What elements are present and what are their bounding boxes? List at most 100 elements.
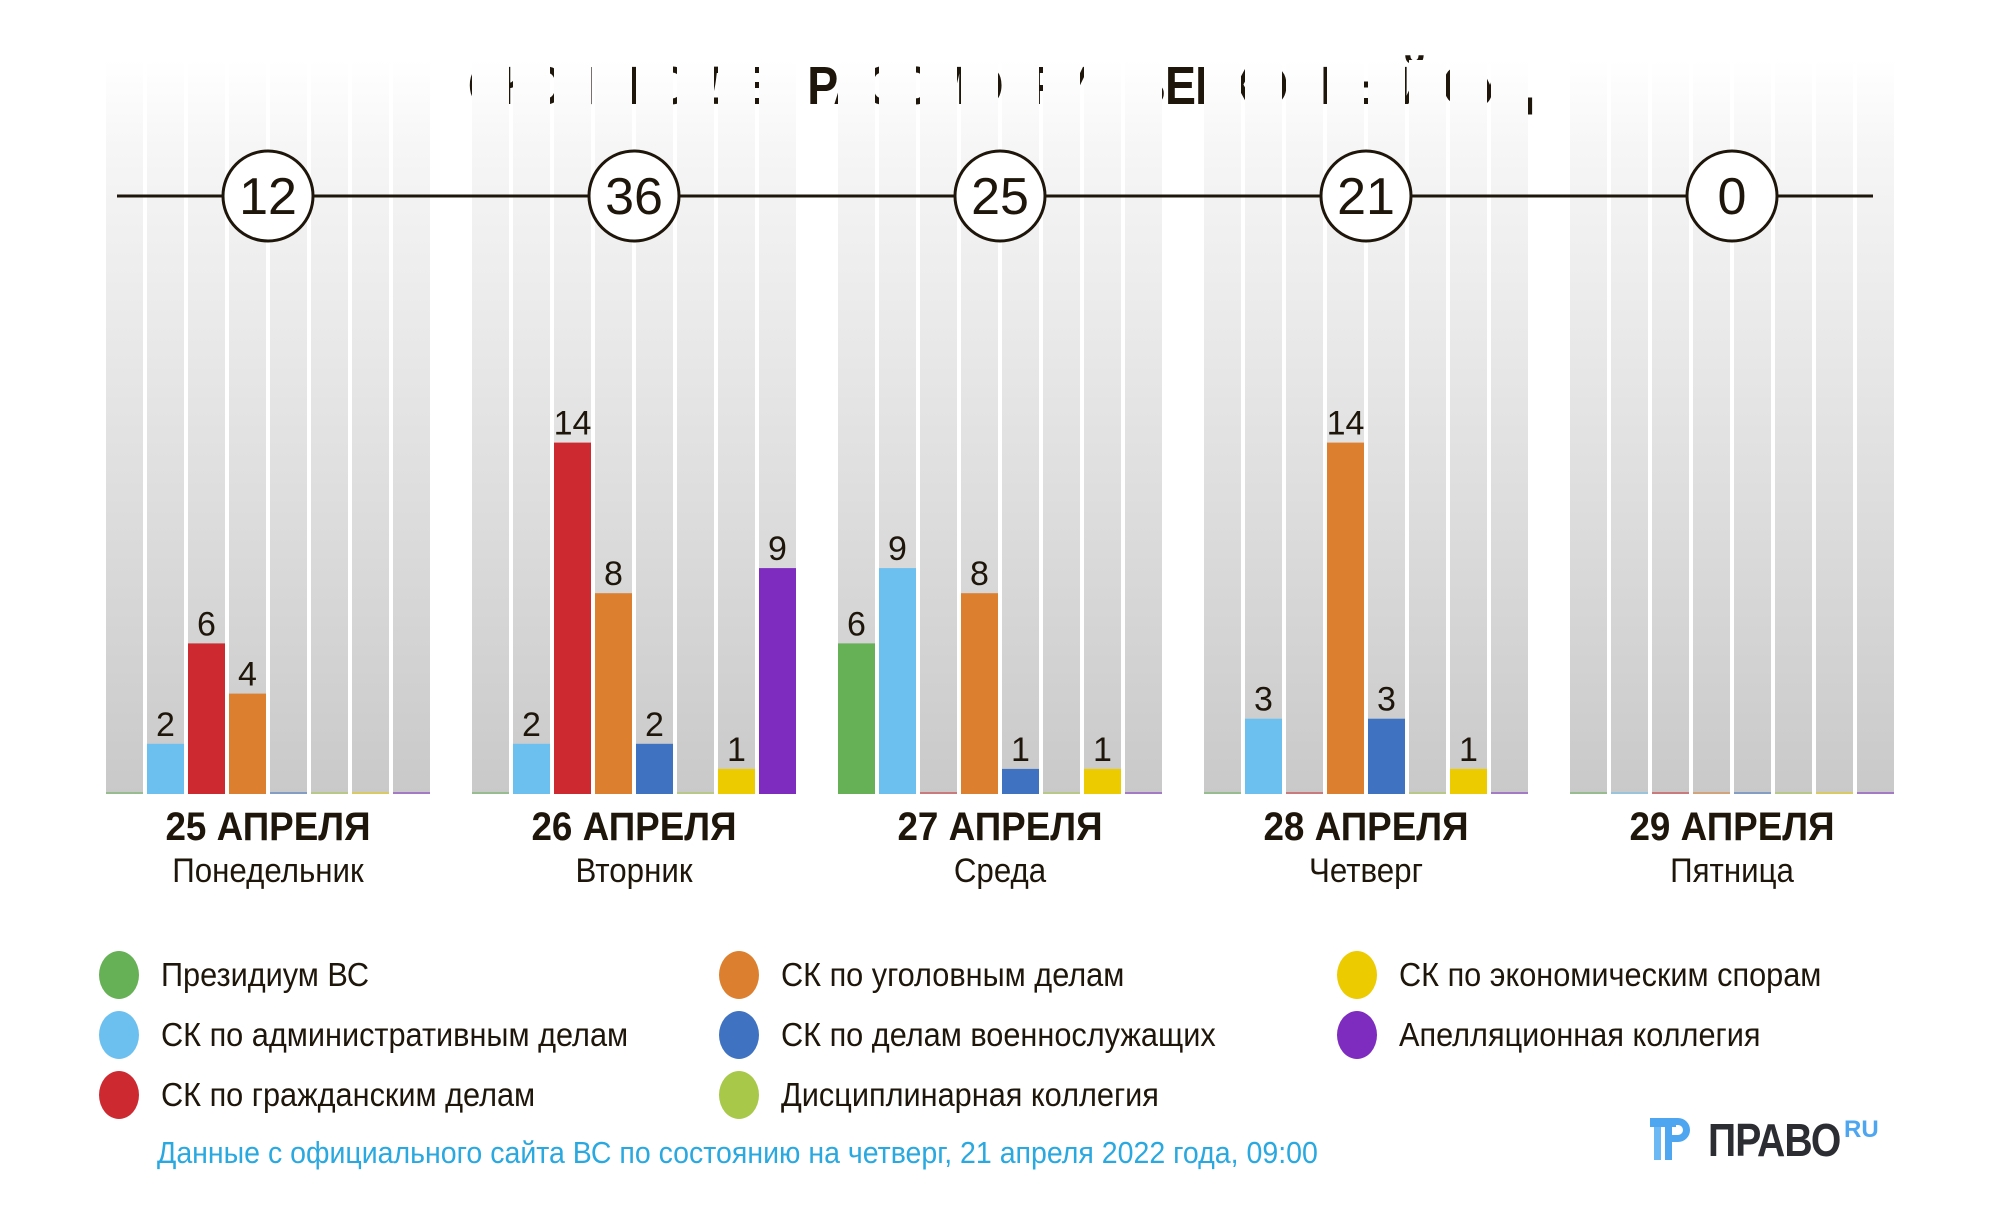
column-background <box>718 60 755 794</box>
pravo-logo-icon <box>1650 1118 1690 1160</box>
column-background <box>1204 60 1241 794</box>
column-background <box>393 60 430 794</box>
column-background <box>1450 60 1487 794</box>
legend-label: Дисциплинарная коллегия <box>781 1076 1159 1113</box>
bar-value-label: 14 <box>554 405 592 443</box>
legend-label: СК по делам военнослужащих <box>781 1016 1216 1053</box>
legend-label: СК по гражданским делам <box>161 1076 536 1113</box>
bar-value-label: 9 <box>768 530 787 568</box>
column-baseline <box>1043 792 1080 794</box>
bar <box>1245 718 1282 794</box>
column-background <box>352 60 389 794</box>
column-background <box>513 60 550 794</box>
column-background <box>1570 60 1607 794</box>
source-note: Данные с официального сайта ВС по состоя… <box>157 1135 1318 1170</box>
day-total-label: 12 <box>239 168 297 226</box>
bar <box>718 768 755 794</box>
column-baseline <box>1652 792 1689 794</box>
bar <box>1450 768 1487 794</box>
column-baseline <box>1693 792 1730 794</box>
bar-value-label: 4 <box>238 656 257 694</box>
legend-label: Апелляционная коллегия <box>1399 1016 1761 1053</box>
weekday-label: Вторник <box>575 852 693 890</box>
column-baseline <box>1775 792 1812 794</box>
date-label: 26 АПРЕЛЯ <box>531 805 737 849</box>
logo-suffix: RU <box>1844 1116 1879 1143</box>
column-background <box>1084 60 1121 794</box>
bar <box>1327 442 1364 794</box>
column-baseline <box>106 792 143 794</box>
bar <box>759 568 796 794</box>
day-total-label: 36 <box>605 168 663 226</box>
legend-label: СК по административным делам <box>161 1016 629 1053</box>
column-baseline <box>1125 792 1162 794</box>
legend-color-dot-icon <box>1337 951 1377 999</box>
column-baseline <box>1286 792 1323 794</box>
legend-label: СК по экономическим спорам <box>1399 956 1822 993</box>
day-label: 29 АПРЕЛЯ Пятница <box>1549 805 1915 893</box>
weekday-label: Пятница <box>1670 852 1794 890</box>
column-baseline <box>920 792 957 794</box>
column-background <box>677 60 714 794</box>
legend-item: СК по делам военнослужащих <box>719 1011 1248 1059</box>
bar-value-label: 1 <box>1459 731 1478 769</box>
bar <box>513 743 550 794</box>
column-background <box>147 60 184 794</box>
column-background <box>1125 60 1162 794</box>
date-label: 29 АПРЕЛЯ <box>1629 805 1835 849</box>
bar-value-label: 1 <box>727 731 746 769</box>
legend-item: Апелляционная коллегия <box>1337 1011 1788 1059</box>
legend-item: СК по экономическим спорам <box>1337 951 1853 999</box>
day-total-circle <box>1685 149 1779 243</box>
bar-value-label: 2 <box>156 706 175 744</box>
legend-label: СК по уголовным делам <box>781 956 1125 993</box>
legend-color-dot-icon <box>1337 1011 1377 1059</box>
column-background <box>1816 60 1853 794</box>
date-label: 27 АПРЕЛЯ <box>897 805 1103 849</box>
legend-color-dot-icon <box>719 1011 759 1059</box>
pravo-ru-logo[interactable]: ПРАВО RU <box>1650 1114 1879 1166</box>
column-background <box>920 60 957 794</box>
day-total-circle <box>953 149 1047 243</box>
logo-wordmark: ПРАВО <box>1708 1114 1841 1166</box>
column-baseline <box>1857 792 1894 794</box>
column-background <box>1043 60 1080 794</box>
bar <box>147 743 184 794</box>
weekday-label: Понедельник <box>172 852 364 890</box>
column-background <box>311 60 348 794</box>
column-background <box>1491 60 1528 794</box>
bar <box>1368 718 1405 794</box>
day-total-circle <box>587 149 681 243</box>
day-label: 28 АПРЕЛЯ Четверг <box>1183 805 1549 893</box>
column-background <box>1652 60 1689 794</box>
column-background <box>1775 60 1812 794</box>
bar-value-label: 1 <box>1011 731 1030 769</box>
column-baseline <box>1734 792 1771 794</box>
legend-color-dot-icon <box>99 1071 139 1119</box>
column-baseline <box>677 792 714 794</box>
bar-value-label: 8 <box>604 555 623 593</box>
column-baseline <box>270 792 307 794</box>
bar-value-label: 6 <box>847 605 866 643</box>
bar <box>595 593 632 794</box>
bar-value-label: 6 <box>197 605 216 643</box>
bar-value-label: 2 <box>522 706 541 744</box>
legend-color-dot-icon <box>99 1011 139 1059</box>
column-background <box>1611 60 1648 794</box>
day-total-label: 0 <box>1718 168 1747 226</box>
day-total-circle <box>221 149 315 243</box>
day-label: 25 АПРЕЛЯ Понедельник <box>85 805 451 893</box>
column-baseline <box>1409 792 1446 794</box>
column-baseline <box>1816 792 1853 794</box>
bar-value-label: 14 <box>1327 405 1365 443</box>
bar-value-label: 3 <box>1377 681 1396 719</box>
bar <box>229 693 266 794</box>
day-total-label: 21 <box>1337 168 1395 226</box>
column-baseline <box>311 792 348 794</box>
column-background <box>1245 60 1282 794</box>
column-baseline <box>472 792 509 794</box>
day-total-label: 25 <box>971 168 1029 226</box>
column-baseline <box>1570 792 1607 794</box>
legend-item: Дисциплинарная коллегия <box>719 1071 1187 1119</box>
bar-value-label: 1 <box>1093 731 1112 769</box>
